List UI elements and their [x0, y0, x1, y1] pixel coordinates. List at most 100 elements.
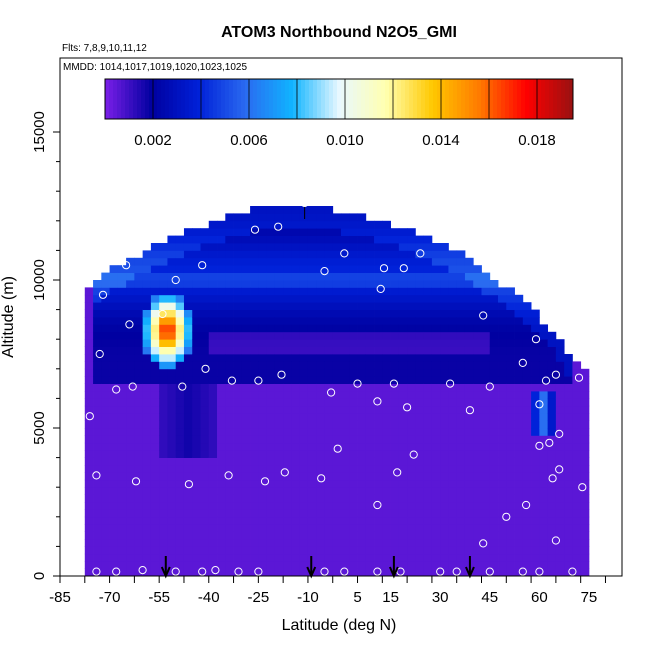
field-cell [357, 302, 367, 310]
field-cell [307, 516, 317, 525]
field-cell [407, 376, 416, 384]
field-cell [84, 509, 94, 518]
field-cell [398, 546, 408, 555]
field-cell [217, 428, 226, 436]
field-cell [117, 391, 127, 399]
field-cell [109, 516, 119, 525]
field-cell [572, 502, 582, 510]
field-cell [539, 331, 549, 340]
field-cell [448, 346, 458, 355]
field-cell [398, 228, 408, 236]
colorbar-cell [361, 79, 366, 119]
colorbar-cell [261, 79, 266, 119]
field-cell [84, 524, 94, 532]
field-cell [299, 235, 309, 244]
field-cell [539, 435, 549, 444]
field-cell [274, 228, 284, 236]
colorbar-cell [197, 79, 202, 119]
field-cell [183, 450, 193, 458]
field-cell [464, 354, 474, 362]
field-cell [241, 472, 251, 481]
field-cell [572, 546, 582, 555]
field-cell [506, 368, 515, 377]
colorbar-cell [381, 79, 386, 119]
field-cell [192, 391, 201, 399]
field-cell [415, 272, 425, 281]
field-cell [448, 287, 458, 296]
field-cell [349, 331, 358, 340]
field-cell [274, 539, 284, 547]
field-cell [580, 383, 590, 392]
field-cell [307, 354, 317, 362]
field-cell [382, 302, 391, 310]
field-cell [316, 546, 325, 555]
y-tick-label: 5000 [31, 411, 48, 444]
field-cell [316, 472, 325, 481]
field-cell [398, 361, 408, 370]
field-cell [291, 302, 301, 310]
field-cell [299, 465, 309, 473]
field-cell [142, 280, 152, 288]
field-cell [456, 539, 466, 547]
field-cell [415, 243, 425, 251]
obs-point [112, 385, 121, 394]
field-cell [159, 472, 168, 481]
field-cell [341, 220, 350, 229]
field-cell [84, 287, 94, 296]
field-cell [464, 465, 474, 473]
field-cell [423, 539, 433, 547]
field-cell [208, 502, 218, 510]
field-cell [134, 346, 144, 355]
field-cell [93, 405, 102, 414]
field-cell [150, 568, 160, 576]
field-cell [464, 265, 474, 273]
field-cell [407, 272, 416, 281]
field-cell [159, 539, 168, 547]
field-cell [473, 502, 482, 510]
field-cell [183, 361, 193, 370]
field-cell [531, 317, 540, 325]
field-cell [390, 302, 400, 310]
field-cell [299, 568, 309, 576]
field-cell [423, 383, 433, 392]
obs-point [535, 400, 544, 409]
field-cell [291, 524, 301, 532]
field-cell [398, 383, 408, 392]
field-cell [283, 516, 292, 525]
field-cell [192, 280, 201, 288]
field-cell [407, 368, 416, 377]
field-cell [341, 494, 350, 503]
field-cell [332, 317, 342, 325]
field-cell [341, 465, 350, 473]
field-cell [407, 265, 416, 273]
field-cell [332, 294, 342, 303]
field-cell [192, 561, 201, 569]
colorbar-cell [549, 79, 554, 119]
field-cell [357, 553, 367, 562]
field-cell [117, 553, 127, 562]
field-cell [142, 568, 152, 576]
field-cell [274, 531, 284, 540]
obs-point [320, 567, 329, 576]
field-cell [167, 339, 177, 347]
field-cell [531, 413, 540, 421]
field-cell [332, 220, 342, 229]
obs-point [399, 264, 408, 273]
field-cell [208, 524, 218, 532]
field-cell [547, 531, 557, 540]
field-cell [415, 472, 425, 481]
field-cell [84, 383, 94, 392]
field-cell [390, 472, 400, 481]
field-cell [93, 568, 102, 576]
field-cell [217, 317, 226, 325]
colorbar-cell [109, 79, 114, 119]
field-cell [159, 442, 168, 451]
field-cell [415, 502, 425, 510]
field-cell [547, 391, 557, 399]
field-cell [580, 509, 590, 518]
field-cell [374, 553, 383, 562]
field-cell [349, 250, 358, 259]
field-cell [489, 280, 499, 288]
field-cell [456, 265, 466, 273]
field-cell [150, 502, 160, 510]
